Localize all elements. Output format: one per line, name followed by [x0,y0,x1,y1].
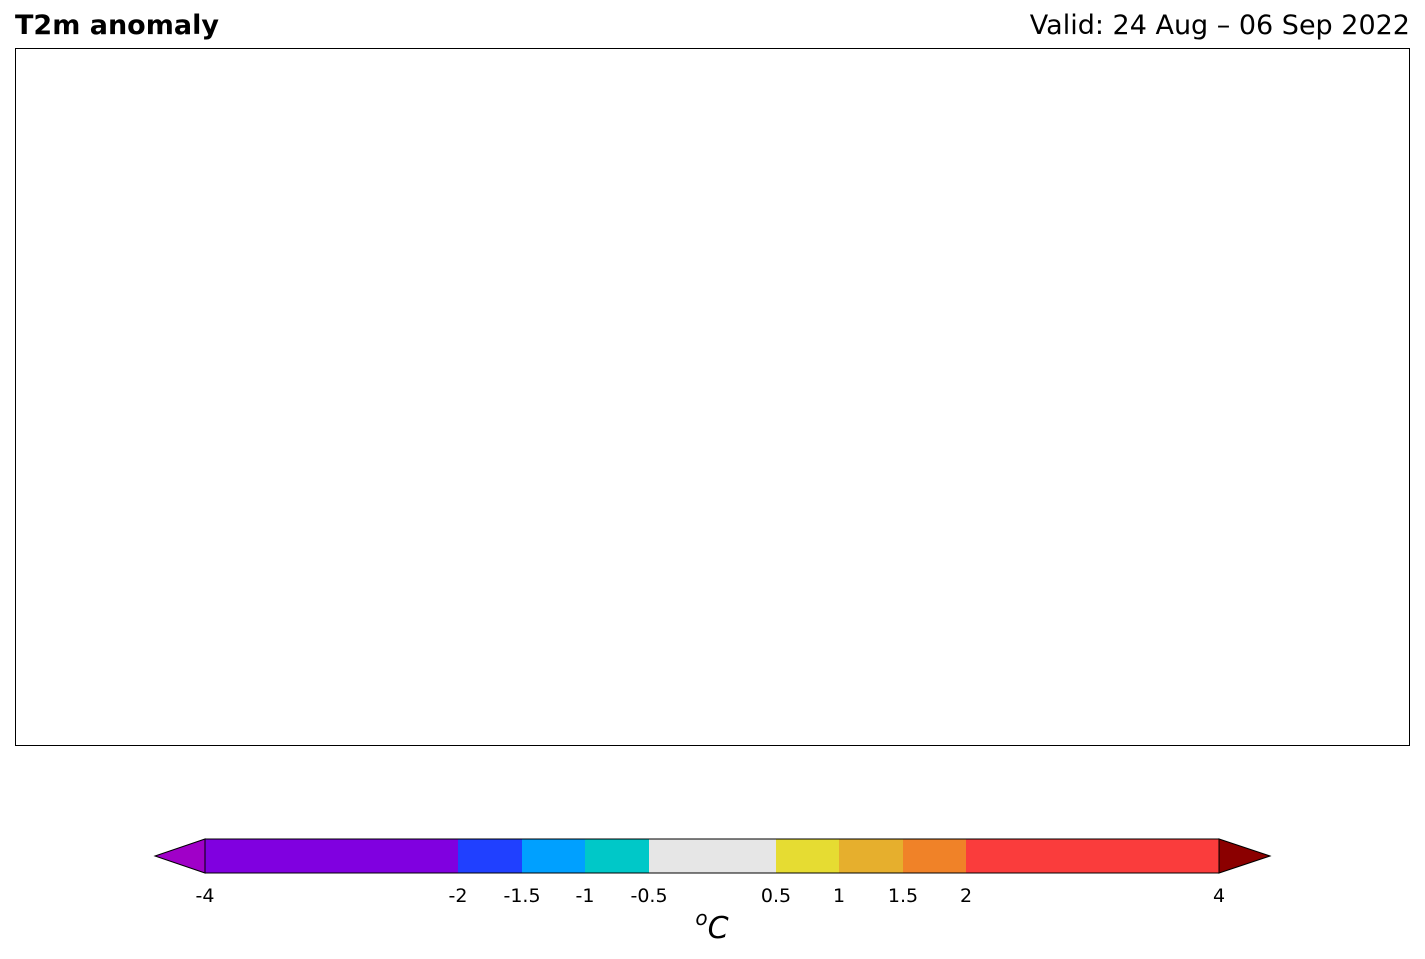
colorbar-segment [903,839,966,873]
colorbar-under-arrow [153,838,206,874]
map-title: T2m anomaly [15,10,219,41]
unit-base: C [707,911,729,946]
colorbar-segment [522,839,585,873]
colorbar-tick-label: -4 [195,885,215,907]
map-frame [15,48,1410,746]
colorbar-tick-label: -0.5 [630,885,668,907]
colorbar-segment [205,839,458,873]
colorbar-tick-label: 0.5 [760,885,792,907]
colorbar-tick-label: 1 [832,885,846,907]
colorbar [153,838,1272,874]
colorbar-segment [839,839,903,873]
colorbar-segment [776,839,839,873]
colorbar-tick-label: 2 [959,885,973,907]
colorbar-over-arrow [1218,838,1272,874]
colorbar-tick-label: 4 [1212,885,1226,907]
colorbar-tick-label: -1 [575,885,595,907]
valid-period: Valid: 24 Aug – 06 Sep 2022 [1029,10,1410,41]
colorbar-segment [649,839,776,873]
colorbar-tick-label: -1.5 [503,885,541,907]
colorbar-segment [585,839,649,873]
unit-superscript: o [695,906,708,930]
colorbar-segment [966,839,1219,873]
colorbar-unit: oC [695,906,729,946]
colorbar-outline [204,838,1220,874]
colorbar-segment [458,839,522,873]
colorbar-tick-label: 1.5 [887,885,919,907]
colorbar-tick-label: -2 [448,885,468,907]
